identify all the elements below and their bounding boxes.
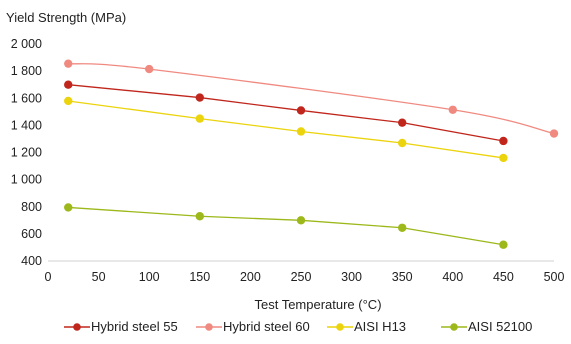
legend-swatch-marker: [450, 323, 458, 331]
series-line: [68, 84, 504, 142]
x-tick-label: 100: [139, 270, 160, 284]
y-tick-label: 400: [21, 254, 42, 268]
data-point: [195, 212, 204, 221]
x-tick-label: 200: [240, 270, 261, 284]
series-hybrid-steel-55: [64, 80, 508, 146]
data-point: [398, 138, 407, 148]
x-tick-label: 500: [544, 270, 565, 284]
legend-swatch-marker: [73, 323, 81, 331]
data-point: [549, 129, 559, 138]
legend-item: AISI H13: [327, 319, 406, 334]
data-point: [398, 118, 407, 127]
series-aisi-h13: [64, 96, 508, 163]
series-layer: [64, 59, 559, 249]
data-point: [64, 203, 73, 212]
data-point: [64, 80, 73, 89]
data-point: [296, 216, 306, 225]
x-tick-label: 450: [493, 270, 514, 284]
x-tick-label: 150: [189, 270, 210, 284]
y-tick-label: 1 800: [11, 64, 42, 78]
data-point: [296, 106, 306, 115]
x-tick-label: 400: [442, 270, 463, 284]
x-tick-label: 350: [392, 270, 413, 284]
series-line: [68, 63, 555, 135]
legend-swatch-marker: [336, 323, 344, 331]
data-point: [499, 153, 508, 163]
legend-swatch-marker: [205, 323, 213, 331]
data-point: [145, 64, 154, 74]
data-point: [448, 105, 457, 114]
legend-item: AISI 52100: [441, 319, 532, 334]
x-tick-label: 250: [291, 270, 312, 284]
data-point: [499, 240, 508, 249]
y-tick-label: 2 000: [11, 37, 42, 51]
data-point: [195, 93, 204, 102]
data-point: [499, 136, 508, 146]
data-point: [195, 114, 204, 123]
y-tick-label: 1 000: [11, 173, 42, 187]
legend-label: Hybrid steel 60: [223, 319, 310, 334]
legend: Hybrid steel 55 Hybrid steel 60 AISI H13 AI…: [64, 319, 532, 334]
data-point: [398, 223, 407, 232]
legend-item: Hybrid steel 55: [64, 319, 178, 334]
legend-item: Hybrid steel 60: [196, 319, 310, 334]
legend-label: AISI H13: [354, 319, 406, 334]
legend-label: AISI 52100: [468, 319, 532, 334]
y-tick-label: 1 200: [11, 146, 42, 160]
series-hybrid-steel-60: [64, 59, 559, 138]
series-line: [68, 206, 504, 246]
x-tick-label: 300: [341, 270, 362, 284]
x-axis-ticks: 0 50 100 150 200 250 300 350 400 450 500: [45, 270, 565, 284]
data-point: [64, 96, 73, 106]
y-tick-label: 1 600: [11, 91, 42, 105]
series-aisi-52100: [64, 203, 508, 249]
x-tick-label: 0: [45, 270, 52, 284]
x-axis-title: Test Temperature (°C): [254, 297, 381, 312]
data-point: [64, 59, 73, 68]
y-axis-title: Yield Strength (MPa): [6, 10, 126, 25]
data-point: [296, 127, 306, 136]
y-tick-label: 1 400: [11, 118, 42, 132]
y-axis-ticks: 400 600 800 1 000 1 200 1 400 1 600 1 800 2 000: [11, 37, 42, 268]
legend-label: Hybrid steel 55: [91, 319, 178, 334]
y-tick-label: 600: [21, 227, 42, 241]
y-tick-label: 800: [21, 200, 42, 214]
x-tick-label: 50: [92, 270, 106, 284]
